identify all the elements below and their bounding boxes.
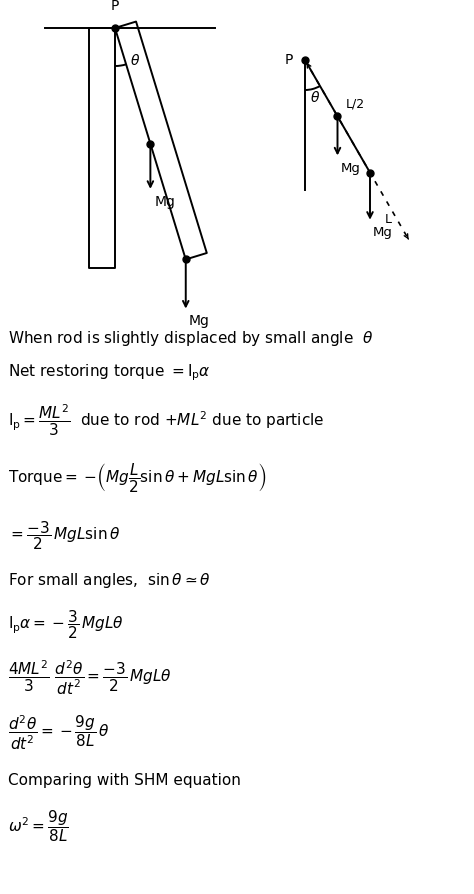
Text: Mg: Mg <box>155 195 175 208</box>
Text: When rod is slightly displaced by small angle  $\theta$: When rod is slightly displaced by small … <box>8 328 373 348</box>
Text: Mg: Mg <box>373 226 393 239</box>
Text: Comparing with SHM equation: Comparing with SHM equation <box>8 772 241 788</box>
Text: Mg: Mg <box>189 315 210 328</box>
Text: For small angles,  $\sin\theta \simeq \theta$: For small angles, $\sin\theta \simeq \th… <box>8 570 211 589</box>
Text: Mg: Mg <box>340 162 360 175</box>
Text: $\omega^2 = \dfrac{9g}{8L}$: $\omega^2 = \dfrac{9g}{8L}$ <box>8 808 69 844</box>
Text: Net restoring torque $= \mathrm{I_p}\alpha$: Net restoring torque $= \mathrm{I_p}\alp… <box>8 363 211 384</box>
Text: L/2: L/2 <box>346 97 365 111</box>
Text: P: P <box>111 0 119 13</box>
Text: $\mathrm{I_p} = \dfrac{ML^2}{3}$  due to rod $+ ML^2$ due to particle: $\mathrm{I_p} = \dfrac{ML^2}{3}$ due to … <box>8 402 324 438</box>
Text: $\mathrm{Torque}{=} -\!\left( Mg\dfrac{L}{2}\sin\theta + MgL\sin\theta \right)$: $\mathrm{Torque}{=} -\!\left( Mg\dfrac{L… <box>8 461 266 494</box>
Text: L: L <box>385 214 392 226</box>
Text: $\theta$: $\theta$ <box>130 53 140 68</box>
Text: $\mathrm{I_p}\alpha = -\dfrac{3}{2}\,MgL\theta$: $\mathrm{I_p}\alpha = -\dfrac{3}{2}\,MgL… <box>8 609 124 641</box>
Text: $\dfrac{4ML^2}{3}\ \dfrac{d^2\theta}{dt^2} = \dfrac{-3}{2}\,MgL\theta$: $\dfrac{4ML^2}{3}\ \dfrac{d^2\theta}{dt^… <box>8 659 172 697</box>
Text: $\dfrac{d^2\theta}{dt^2} = -\dfrac{9g}{8L}\,\theta$: $\dfrac{d^2\theta}{dt^2} = -\dfrac{9g}{8… <box>8 713 109 752</box>
Text: $= \dfrac{-3}{2}\,MgL\sin\theta$: $= \dfrac{-3}{2}\,MgL\sin\theta$ <box>8 519 120 552</box>
Text: P: P <box>284 53 293 67</box>
Text: $\theta$: $\theta$ <box>310 90 320 105</box>
